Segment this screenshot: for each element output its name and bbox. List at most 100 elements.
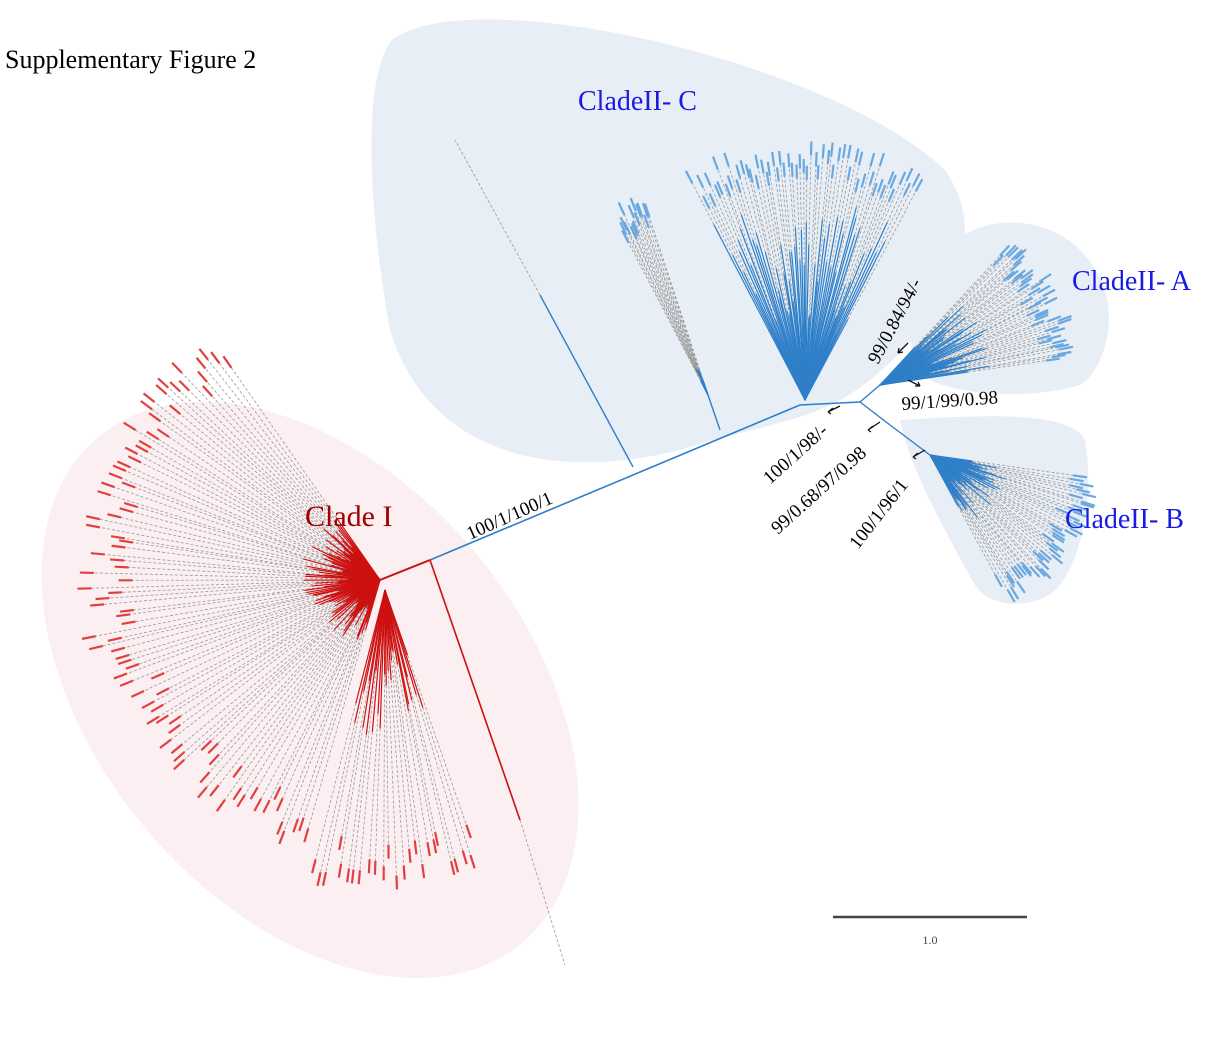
clade-label: CladeII- B	[1065, 504, 1184, 535]
branch	[337, 863, 343, 878]
branch	[384, 589, 409, 656]
branch	[778, 181, 794, 302]
branch	[955, 331, 1052, 363]
branch	[624, 215, 702, 381]
branch	[108, 472, 123, 480]
branch	[142, 392, 156, 403]
branch	[114, 565, 129, 569]
branch	[519, 819, 566, 966]
branch	[748, 177, 781, 299]
branch	[639, 225, 699, 371]
branch	[713, 224, 806, 401]
branch	[1030, 319, 1045, 327]
branch	[340, 727, 364, 864]
branch	[898, 171, 907, 186]
branch	[629, 197, 637, 212]
figure-title: Supplementary Figure 2	[5, 45, 256, 74]
branch	[981, 320, 1059, 349]
branch	[1049, 343, 1064, 349]
branch	[188, 390, 354, 554]
branch	[168, 387, 325, 530]
branch	[1073, 520, 1087, 529]
branch	[316, 871, 322, 887]
branch	[122, 582, 316, 593]
branch	[640, 217, 700, 371]
branch	[943, 282, 1022, 340]
branch	[432, 839, 438, 854]
branch	[151, 447, 346, 561]
branch	[804, 207, 857, 401]
branch	[241, 616, 354, 767]
branch	[1049, 547, 1062, 559]
branch	[138, 439, 152, 449]
branch	[207, 359, 339, 527]
branch	[121, 594, 314, 639]
branch	[994, 488, 1071, 529]
branch	[119, 679, 134, 687]
branch	[799, 401, 861, 406]
branch	[1010, 260, 1023, 272]
branch	[168, 601, 338, 689]
branch	[195, 357, 207, 370]
branch	[846, 166, 852, 181]
branch	[771, 151, 776, 166]
branch	[208, 753, 220, 766]
branch	[127, 455, 142, 464]
branch	[397, 664, 428, 843]
branch	[966, 505, 1013, 568]
branch	[158, 438, 351, 562]
scale-bar-label: 1.0	[923, 933, 938, 947]
branch	[465, 824, 472, 839]
branch	[809, 179, 819, 316]
branch	[383, 674, 386, 867]
branch	[959, 477, 1047, 543]
branch	[135, 592, 307, 623]
branch	[707, 394, 721, 431]
branch	[626, 229, 703, 384]
branch	[1051, 353, 1066, 359]
branch	[996, 467, 1080, 485]
branch	[1042, 288, 1056, 298]
branch	[633, 217, 699, 371]
branch	[123, 421, 137, 431]
branch	[636, 238, 697, 369]
branch	[120, 517, 343, 572]
branch	[182, 622, 330, 745]
branch	[826, 149, 831, 165]
branch	[408, 710, 434, 840]
branch	[292, 818, 299, 833]
branch	[879, 346, 916, 386]
branch	[943, 325, 1032, 361]
branch	[148, 412, 162, 423]
branch	[775, 167, 780, 182]
branch	[135, 429, 326, 547]
branch	[1079, 482, 1094, 488]
branch	[962, 291, 1018, 330]
branch	[1013, 269, 1026, 280]
branch	[429, 559, 521, 821]
branch	[1044, 325, 1059, 333]
branch	[121, 477, 333, 562]
branch	[1011, 249, 1023, 261]
branch	[371, 589, 386, 732]
branch	[830, 142, 834, 157]
branch	[1034, 311, 1049, 319]
branch	[121, 620, 136, 626]
branch	[1052, 338, 1067, 345]
branch	[1057, 315, 1072, 322]
branch	[843, 201, 889, 308]
branch	[325, 691, 365, 873]
branch	[951, 320, 1048, 358]
branch	[415, 694, 464, 851]
branch	[740, 214, 806, 401]
branch	[1057, 350, 1072, 356]
branch	[119, 608, 135, 613]
branch	[919, 264, 1014, 351]
branch	[311, 859, 317, 874]
branch	[154, 596, 350, 702]
branch	[1005, 244, 1017, 257]
branch	[1034, 313, 1049, 322]
branch	[972, 460, 1074, 476]
branch	[167, 601, 347, 716]
